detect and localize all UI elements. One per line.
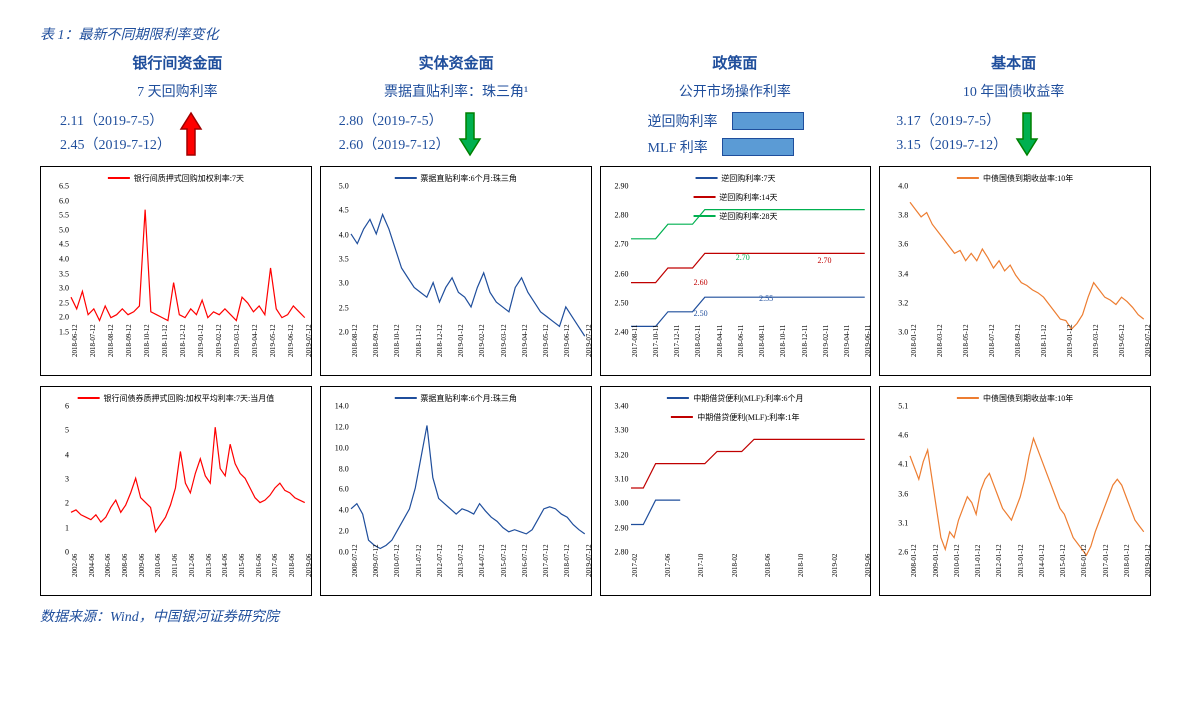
chart-panel: 中债国债到期收益率:10年2.63.13.64.14.65.12008-01-1… — [879, 386, 1151, 596]
value-text: 2.11（2019-7-5） — [60, 110, 171, 134]
value-text: 2.80（2019-7-5） — [339, 110, 450, 134]
swatch-icon — [722, 138, 794, 156]
value-rows: 2.11（2019-7-5）2.45（2019-7-12）2.80（2019-7… — [40, 110, 1151, 158]
data-source: 数据来源：Wind，中国银河证券研究院 — [40, 606, 1151, 626]
chart-legend: 票据直贴利率:6个月:珠三角 — [394, 393, 516, 404]
value-cell: 3.17（2019-7-5）3.15（2019-7-12） — [876, 110, 1151, 158]
value-text: 3.15（2019-7-12） — [896, 134, 1007, 158]
arrow-up-icon — [179, 111, 203, 157]
column-header: 实体资金面 — [319, 52, 594, 76]
column-subheader: 票据直贴利率：珠三角¹ — [319, 82, 594, 104]
column-header: 政策面 — [598, 52, 873, 76]
chart-legend: 中债国债到期收益率:10年 — [957, 173, 1073, 184]
chart-panel: 银行间债券质押式回购:加权平均利率:7天:当月值01234562002-0620… — [40, 386, 312, 596]
policy-label: MLF 利率 — [648, 137, 708, 157]
charts-grid: 银行间质押式回购加权利率:7天1.52.02.53.03.54.04.55.05… — [40, 166, 1151, 596]
chart-legend: 银行间质押式回购加权利率:7天 — [108, 173, 244, 184]
arrow-down-icon — [458, 111, 482, 157]
column-subheader: 7 天回购利率 — [40, 82, 315, 104]
value-text: 2.45（2019-7-12） — [60, 134, 171, 158]
value-cell: 2.11（2019-7-5）2.45（2019-7-12） — [40, 110, 315, 158]
column-subheaders: 7 天回购利率票据直贴利率：珠三角¹公开市场操作利率10 年国债收益率 — [40, 82, 1151, 104]
chart-panel: 中债国债到期收益率:10年3.03.23.43.63.84.02018-01-1… — [879, 166, 1151, 376]
arrow-down-icon — [1015, 111, 1039, 157]
table-title: 表 1：最新不同期限利率变化 — [40, 24, 1151, 44]
column-header: 基本面 — [876, 52, 1151, 76]
chart-legend: 银行间债券质押式回购:加权平均利率:7天:当月值 — [78, 393, 275, 404]
column-subheader: 公开市场操作利率 — [598, 82, 873, 104]
chart-panel: 票据直贴利率:6个月:珠三角2.02.53.03.54.04.55.02018-… — [320, 166, 592, 376]
chart-panel: 票据直贴利率:6个月:珠三角0.02.04.06.08.010.012.014.… — [320, 386, 592, 596]
chart-legend: 票据直贴利率:6个月:珠三角 — [394, 173, 516, 184]
column-subheader: 10 年国债收益率 — [876, 82, 1151, 104]
value-text: 3.17（2019-7-5） — [896, 110, 1007, 134]
chart-panel: 中期借贷便利(MLF):利率:6个月中期借贷便利(MLF):利率:1年2.802… — [600, 386, 872, 596]
value-cell: 逆回购利率 MLF 利率 — [598, 110, 873, 158]
column-headers: 银行间资金面实体资金面政策面基本面 — [40, 52, 1151, 76]
chart-panel: 逆回购利率:7天逆回购利率:14天逆回购利率:28天2.402.502.602.… — [600, 166, 872, 376]
policy-label: 逆回购利率 — [648, 111, 718, 131]
chart-panel: 银行间质押式回购加权利率:7天1.52.02.53.03.54.04.55.05… — [40, 166, 312, 376]
column-header: 银行间资金面 — [40, 52, 315, 76]
swatch-icon — [732, 112, 804, 130]
value-text: 2.60（2019-7-12） — [339, 134, 450, 158]
chart-legend: 中债国债到期收益率:10年 — [957, 393, 1073, 404]
value-cell: 2.80（2019-7-5）2.60（2019-7-12） — [319, 110, 594, 158]
